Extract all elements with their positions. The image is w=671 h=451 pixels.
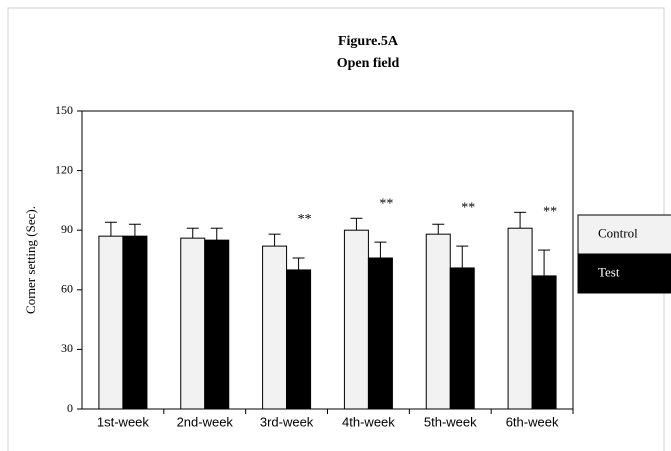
y-axis-label: Corner setting (Sec). — [23, 206, 38, 314]
bar — [507, 227, 533, 410]
bar — [531, 275, 557, 410]
y-tick-label: 150 — [55, 103, 73, 117]
legend-swatch — [577, 253, 671, 294]
y-tick-label: 60 — [61, 282, 73, 296]
x-tick-label: 6th-week — [506, 414, 559, 429]
bar — [204, 239, 230, 410]
bar — [425, 233, 451, 410]
x-tick-label: 3rd-week — [260, 414, 314, 429]
y-tick-label: 120 — [55, 162, 73, 176]
bar — [449, 267, 475, 410]
chart-subtitle: Open field — [337, 56, 400, 71]
x-tick-label: 5th-week — [424, 414, 477, 429]
annotation: ** — [461, 200, 475, 215]
bar — [367, 257, 393, 410]
chart-title: Figure.5A — [338, 34, 399, 49]
bar — [262, 245, 288, 410]
bar — [98, 235, 124, 410]
legend-label: Control — [598, 225, 638, 240]
y-tick-label: 0 — [67, 401, 73, 415]
legend-label: Test — [598, 264, 620, 279]
x-tick-label: 1st-week — [97, 414, 150, 429]
x-tick-label: 2nd-week — [177, 414, 234, 429]
y-tick-label: 30 — [61, 341, 73, 355]
bar — [122, 235, 148, 410]
legend-swatch — [577, 214, 671, 255]
x-tick-label: 4th-week — [342, 414, 395, 429]
annotation: ** — [379, 196, 393, 211]
bar — [343, 229, 369, 410]
bar — [180, 237, 206, 410]
annotation: ** — [298, 212, 312, 227]
y-tick-label: 90 — [61, 222, 73, 236]
bar — [286, 269, 312, 410]
annotation: ** — [543, 204, 557, 219]
